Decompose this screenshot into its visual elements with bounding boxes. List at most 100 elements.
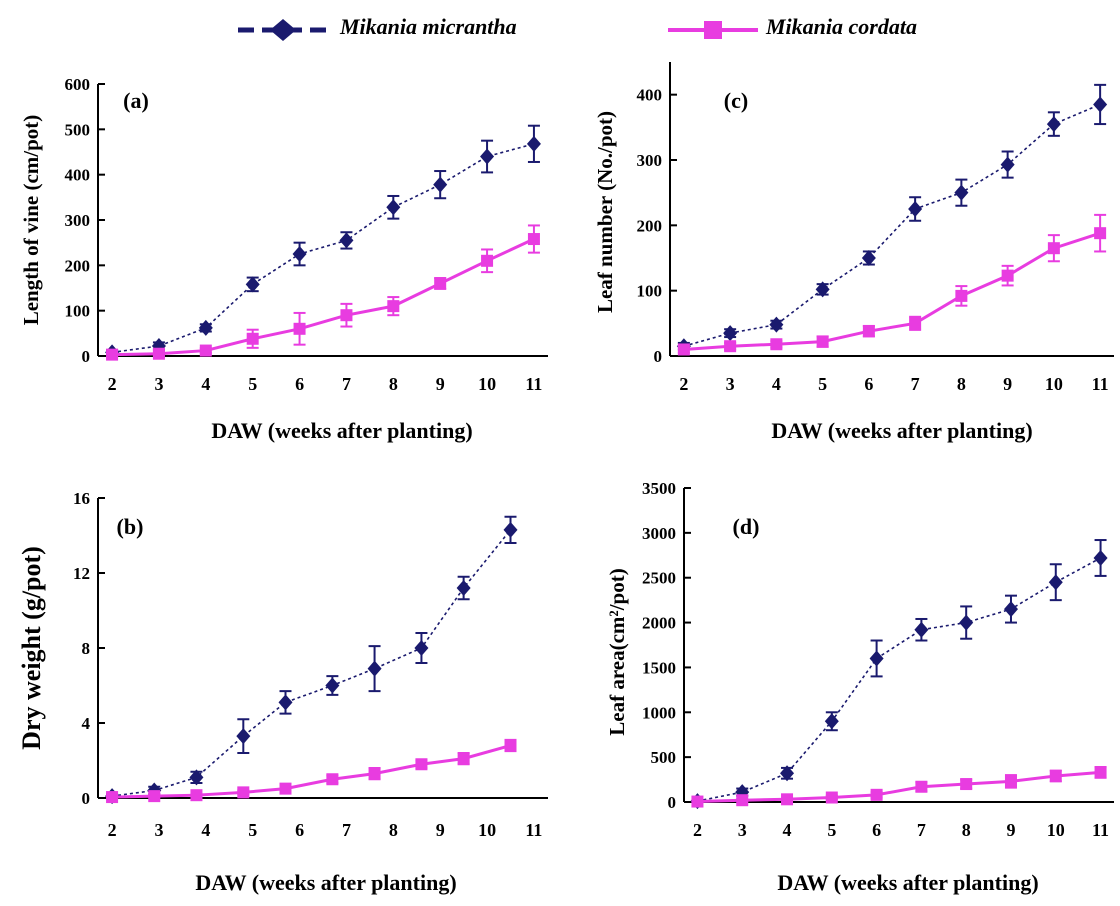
panel-b-y-tick-label: 12 — [73, 564, 90, 583]
panel-c-y-tick-label: 200 — [637, 216, 663, 235]
panel-c-x-tick-label: 2 — [679, 374, 688, 394]
panel-d-micrantha-point — [869, 650, 884, 667]
panel-d-cordata-point — [870, 788, 883, 801]
panel-d-cordata-point — [1004, 775, 1017, 788]
panel-d-micrantha-point — [959, 614, 974, 631]
panel-a-cordata-point — [246, 332, 259, 345]
panel-a-x-tick-label: 3 — [154, 374, 163, 394]
panel-c-cordata-line — [683, 231, 1101, 351]
panel-a-cordata-point — [387, 300, 400, 313]
panel-c-y-tick-label: 100 — [637, 282, 663, 301]
panel-d-micrantha-point — [1093, 549, 1108, 566]
panel-d-y-tick-label: 2000 — [642, 614, 676, 633]
panel-b-micrantha-point — [503, 521, 518, 538]
legend-label-micrantha: Mikania micrantha — [340, 14, 517, 39]
panel-c-micrantha-point — [723, 325, 738, 342]
panel-a-x-axis-label: DAW (weeks after planting) — [211, 418, 472, 443]
panel-a-y-tick-label: 200 — [65, 256, 91, 275]
panel-c-cordata-point — [1047, 242, 1060, 255]
panel-a-micrantha-point — [245, 276, 260, 293]
panel-a-micrantha-point — [386, 199, 401, 216]
panel-c-cordata-point — [724, 340, 737, 353]
panel-b-micrantha-point — [325, 677, 340, 694]
panel-b-cordata-point — [368, 767, 381, 780]
panel-a-y-tick-label: 400 — [65, 166, 91, 185]
panel-a-micrantha-point — [480, 148, 495, 165]
legend-label-cordata: Mikania cordata — [766, 14, 917, 39]
panel-a-micrantha-point — [433, 176, 448, 193]
panel-c-x-tick-label: 7 — [911, 374, 920, 394]
legend-swatches — [238, 19, 758, 41]
panel-b-x-tick-label: 10 — [478, 820, 496, 840]
panel-c-micrantha-point — [769, 316, 784, 333]
panel-a-x-tick-label: 7 — [342, 374, 351, 394]
panel-d-x-tick-label: 9 — [1006, 820, 1015, 840]
panel-a-x-tick-label: 8 — [389, 374, 398, 394]
panel-c-y-tick-label: 400 — [637, 86, 663, 105]
panel-c-x-tick-label: 5 — [818, 374, 827, 394]
panel-d-cordata-point — [960, 778, 973, 791]
panel-d-x-tick-label: 8 — [962, 820, 971, 840]
panel-d-x-tick-label: 10 — [1047, 820, 1065, 840]
panel-a-y-tick-label: 0 — [82, 347, 91, 366]
panel-a-micrantha-point — [198, 319, 213, 336]
panel-a-micrantha-line — [111, 143, 535, 354]
panel-d-y-tick-label: 2500 — [642, 569, 676, 588]
panel-b-micrantha-point — [236, 728, 251, 745]
panel-c-x-tick-label: 6 — [864, 374, 873, 394]
panel-a-panel-label: (a) — [123, 88, 149, 113]
panel-c-micrantha-point — [1046, 116, 1061, 133]
panel-d-x-tick-label: 11 — [1092, 820, 1109, 840]
panel-a-micrantha-point — [526, 135, 541, 152]
panel-b-micrantha-point — [278, 694, 293, 711]
panel-d-y-tick-label: 3000 — [642, 524, 676, 543]
panel-b-x-tick-label: 4 — [201, 820, 210, 840]
panel-b-y-tick-label: 16 — [73, 489, 90, 508]
panel-b-cordata-point — [415, 758, 428, 771]
panel-b-x-tick-label: 8 — [389, 820, 398, 840]
panel-b-cordata-point — [190, 789, 203, 802]
panel-b-cordata-point — [106, 791, 119, 804]
panel-c-cordata-point — [862, 325, 875, 338]
panel-d-x-tick-label: 2 — [693, 820, 702, 840]
panel-c-x-tick-label: 10 — [1045, 374, 1063, 394]
panel-a-x-tick-label: 6 — [295, 374, 304, 394]
panel-a-micrantha-point — [339, 232, 354, 249]
panel-b-x-tick-label: 11 — [525, 820, 542, 840]
panel-b-cordata-line — [112, 744, 511, 799]
panel-a-y-tick-label: 300 — [65, 211, 91, 230]
panel-a-cordata-point — [434, 277, 447, 290]
panel-c-micrantha-line — [683, 103, 1101, 347]
panel-b-micrantha-point — [414, 640, 429, 656]
panel-c-cordata-point — [770, 338, 783, 351]
panel-c-cordata-point — [816, 335, 829, 348]
panel-a-x-tick-label: 11 — [525, 374, 542, 394]
panel-a-y-tick-label: 100 — [65, 302, 91, 321]
panel-d-cordata-point — [781, 793, 794, 806]
panel-c-x-tick-label: 11 — [1092, 374, 1109, 394]
panel-d-y-axis-label: Leaf area(cm²/pot) — [605, 568, 629, 735]
legend-marker-cordata — [704, 21, 722, 39]
panel-a-cordata-point — [293, 322, 306, 335]
panel-d-panel-label: (d) — [733, 514, 760, 539]
panel-a-x-tick-label: 9 — [436, 374, 445, 394]
panel-d-x-tick-label: 3 — [738, 820, 747, 840]
panel-d-y-tick-label: 1500 — [642, 658, 676, 677]
panel-d-cordata-line — [697, 770, 1101, 804]
panel-d-cordata-point — [825, 791, 838, 804]
panel-b-cordata-point — [148, 790, 161, 803]
panel-d-micrantha-point — [914, 621, 929, 638]
panel-d-y-tick-label: 3500 — [642, 479, 676, 498]
panel-b-x-axis-label: DAW (weeks after planting) — [195, 870, 456, 895]
panel-b-micrantha-point — [189, 769, 204, 786]
panel-c-x-tick-label: 4 — [772, 374, 781, 394]
panel-d-y-tick-label: 1000 — [642, 703, 676, 722]
panel-c-cordata-point — [1094, 227, 1107, 240]
panel-a-y-tick-label: 600 — [65, 75, 91, 94]
panel-a-x-tick-label: 4 — [201, 374, 210, 394]
panel-a-cordata-point — [106, 348, 119, 361]
panel-d-x-tick-label: 7 — [917, 820, 926, 840]
panel-d-y-tick-label: 0 — [668, 793, 677, 812]
panel-c-micrantha-point — [1093, 96, 1108, 113]
panel-b-y-tick-label: 8 — [82, 639, 91, 658]
